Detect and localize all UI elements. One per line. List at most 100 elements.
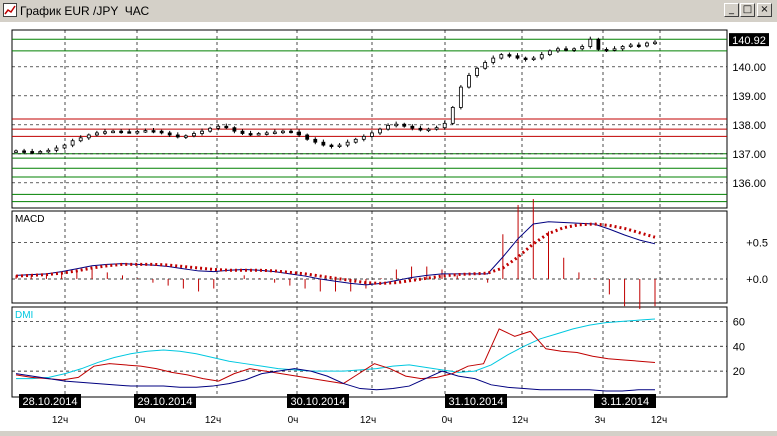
date-label-box (287, 394, 349, 408)
candle-body (458, 86, 463, 108)
candle-body (410, 125, 415, 129)
current-price-box (729, 33, 769, 47)
maximize-button[interactable]: □ (740, 3, 755, 17)
candle-body (426, 128, 431, 132)
candle-body (208, 127, 213, 132)
candle-body (450, 107, 455, 124)
candle-body (30, 151, 35, 154)
candle-body (636, 44, 641, 47)
minimize-button[interactable]: _ (724, 3, 739, 17)
candle-body (321, 141, 326, 146)
candle-body (499, 54, 504, 59)
candle-body (418, 127, 423, 131)
candle-body (289, 130, 293, 134)
candle-body (628, 44, 633, 47)
date-label-box (594, 394, 656, 408)
candle-body (467, 75, 471, 88)
candle-body (240, 130, 245, 134)
candle-body (386, 124, 390, 130)
candle-body (523, 57, 528, 60)
candle-body (78, 137, 83, 142)
candle-body (175, 134, 180, 138)
candle-body (248, 133, 253, 136)
dmi-panel (11, 306, 728, 398)
candle-body (604, 48, 609, 52)
chart-area[interactable]: 140.00 139.00 138.00 137.00 136.00 140.92 MACD… (0, 22, 777, 431)
candle-body (515, 55, 520, 59)
candle-body (135, 131, 140, 134)
candle-body (620, 46, 625, 50)
candle-body (224, 125, 229, 129)
candle-body (483, 62, 488, 69)
dmi-title: DMI (15, 310, 33, 321)
candle-body (329, 144, 334, 147)
candle-body (256, 133, 261, 136)
candle-body (337, 144, 342, 147)
hour-label: 0ч (135, 415, 146, 426)
dmi-adx-line (16, 318, 656, 380)
candle-body (94, 132, 99, 136)
date-label: 31.10.2014 (448, 396, 503, 408)
macd-tick-label: +0.5 (746, 237, 768, 249)
candle-body (167, 132, 172, 136)
candle-body (143, 130, 148, 133)
candle-body (103, 131, 107, 134)
candle-body (62, 144, 67, 149)
candle-body (305, 134, 310, 140)
candle-body (111, 130, 115, 134)
hour-label: 12ч (52, 415, 68, 426)
candle-body (531, 57, 536, 60)
candle-body (402, 123, 407, 127)
hour-label: 0ч (288, 415, 299, 426)
date-label: 28.10.2014 (22, 396, 77, 408)
candle-body (580, 46, 585, 50)
candle-body (394, 123, 399, 127)
window-title: График EUR /JPY ЧАС (20, 4, 150, 18)
candle-body (645, 42, 649, 47)
candle-body (281, 130, 285, 134)
candle-body (547, 50, 552, 56)
candle-body (507, 54, 512, 57)
hour-label: 12ч (651, 415, 667, 426)
price-tick-label: 139.00 (732, 91, 766, 103)
hour-label: 0ч (442, 415, 453, 426)
candle-body (46, 149, 51, 153)
candle-body (434, 127, 439, 130)
hour-label: 12ч (205, 415, 221, 426)
hour-label: 12ч (360, 415, 376, 426)
candle-body (653, 41, 657, 45)
macd-title: MACD (15, 214, 44, 225)
current-price-label: 140.92 (732, 35, 766, 47)
candle-body (200, 130, 204, 134)
candle-body (183, 135, 188, 138)
candle-body (192, 133, 196, 137)
price-tick-label: 137.00 (732, 149, 766, 161)
candle-body (491, 57, 496, 63)
candle-body (361, 136, 366, 140)
candle-body (353, 138, 358, 143)
candle-body (378, 128, 382, 134)
date-label: 30.10.2014 (290, 396, 345, 408)
candle-body (556, 48, 560, 52)
candle-body (127, 131, 132, 134)
candle-body (612, 48, 617, 51)
dmi-tick-label: 20 (733, 366, 745, 378)
macd-signal-line (15, 222, 656, 285)
date-label: 29.10.2014 (137, 396, 192, 408)
price-tick-label: 136.00 (732, 178, 766, 190)
window-titlebar[interactable]: График EUR /JPY ЧАС _ □ × (0, 0, 777, 23)
candle-body (272, 131, 277, 134)
dmi-tick-label: 60 (733, 316, 745, 328)
candle-body (14, 150, 18, 153)
macd-tick-label: +0.0 (746, 274, 768, 286)
chart-canvas[interactable]: 140.00 139.00 138.00 137.00 136.00 140.92 MACD… (0, 22, 777, 431)
macd-line (15, 221, 656, 286)
close-button[interactable]: × (757, 3, 772, 17)
date-label-box (445, 394, 507, 408)
date-label-box (19, 394, 81, 408)
candle-body (442, 122, 447, 129)
candle-body (38, 151, 43, 154)
candle-body (572, 48, 577, 51)
candle-body (151, 130, 156, 133)
candle-body (54, 147, 59, 151)
